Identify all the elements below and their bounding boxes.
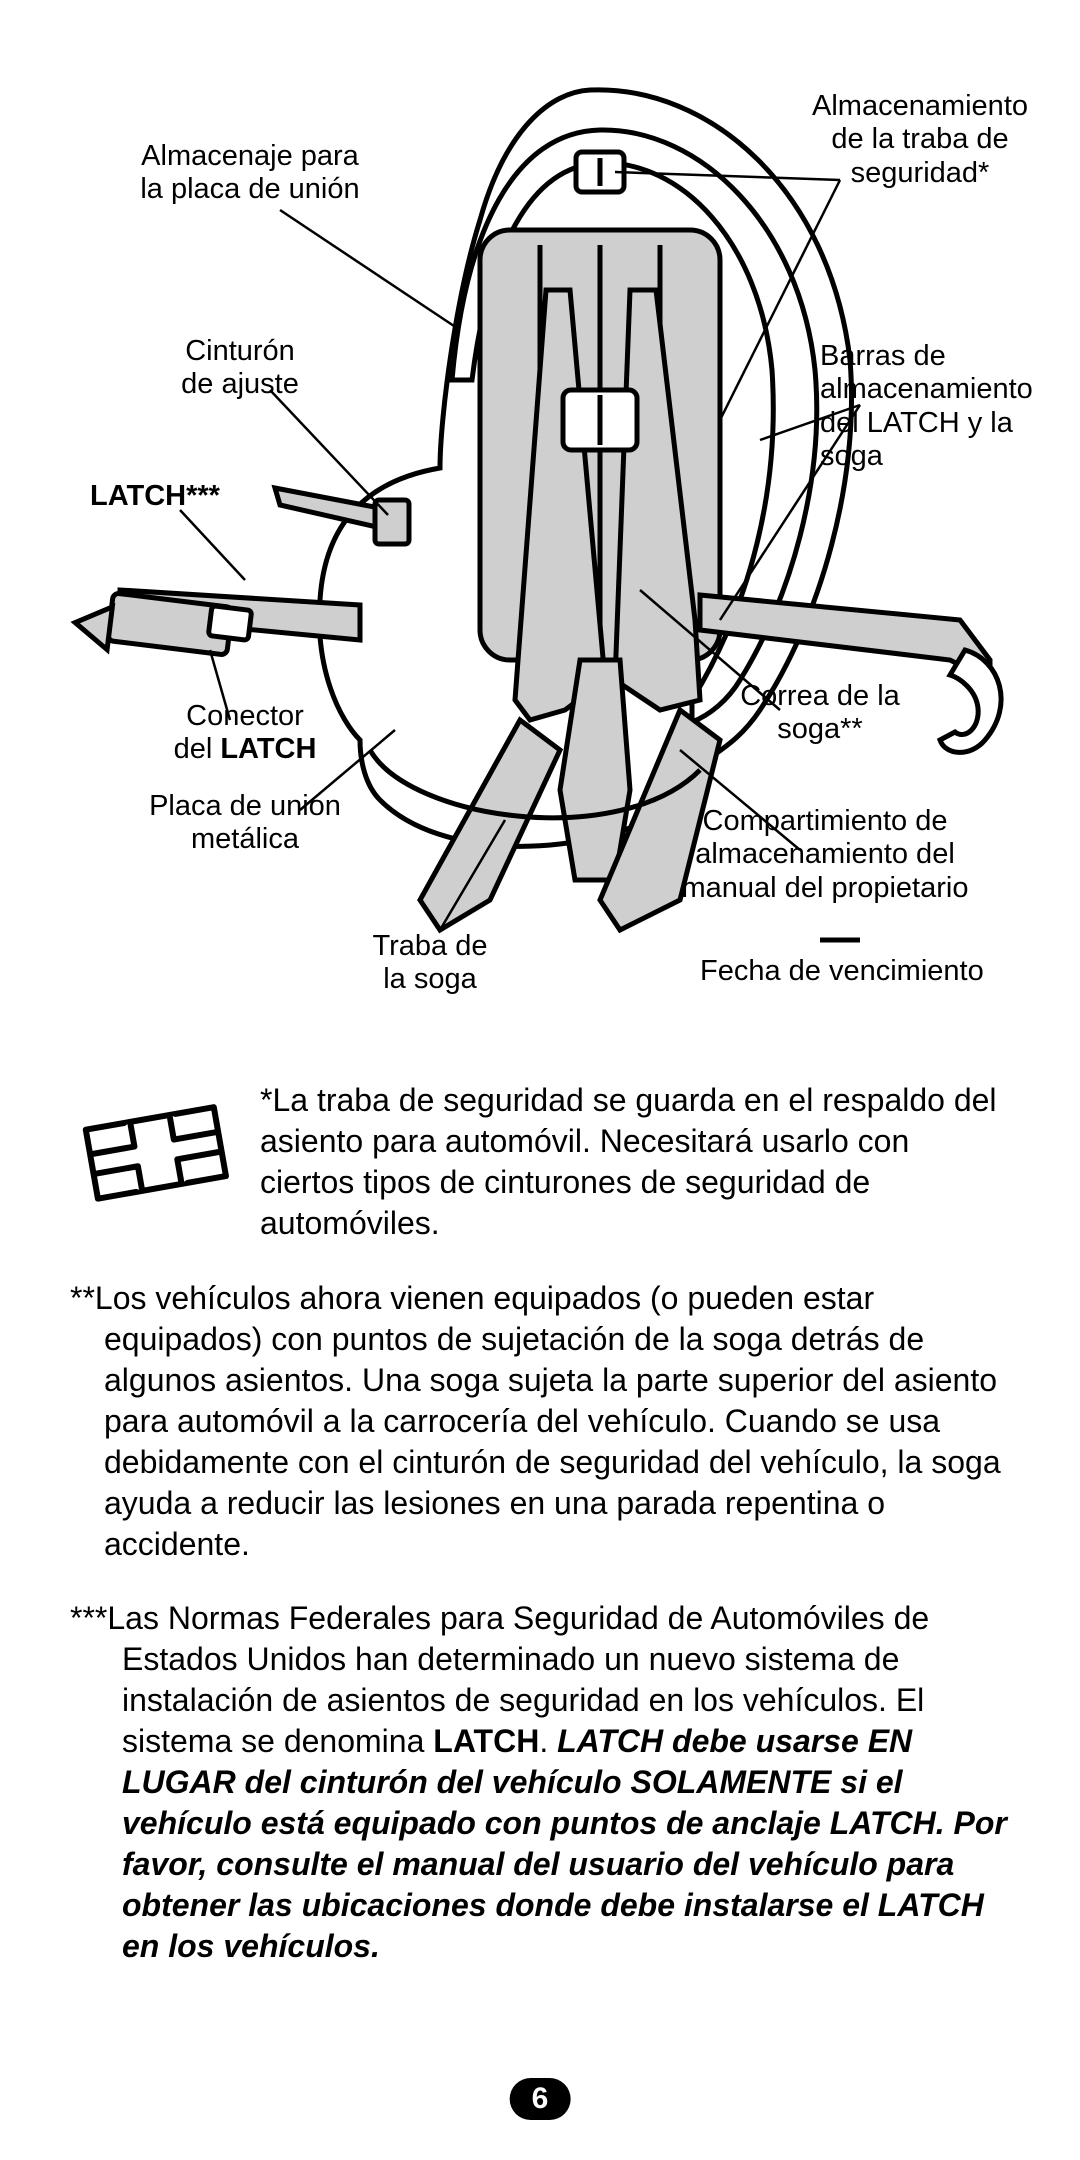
label-cinturon-ajuste: Cinturónde ajuste xyxy=(165,335,315,402)
note-3: ***Las Normas Federales para Seguridad d… xyxy=(70,1598,1010,1967)
note-3d: LATCH debe usarse EN LUGAR del cinturón … xyxy=(122,1723,1007,1964)
label-traba-soga: Traba dela soga xyxy=(350,930,510,997)
seat-diagram-svg xyxy=(60,60,1020,1060)
label-compartimiento: Compartimiento dealmacenamiento delmanua… xyxy=(660,805,990,905)
label-almacenaje-placa: Almacenaje parala placa de unión xyxy=(120,140,380,207)
page-number-value: 6 xyxy=(510,2078,571,2120)
label-placa-union: Placa de uniónmetálica xyxy=(130,790,360,857)
note-2-span: **Los vehículos ahora vienen equipados (… xyxy=(70,1278,1010,1565)
note-1: *La traba de seguridad se guarda en el r… xyxy=(70,1080,1010,1244)
label-alm-traba-seg: Almacenamientode la traba deseguridad* xyxy=(800,90,1040,190)
notes: *La traba de seguridad se guarda en el r… xyxy=(60,1080,1020,1967)
locking-clip-icon xyxy=(70,1080,260,1244)
label-latch: LATCH*** xyxy=(90,480,250,513)
chest-clip xyxy=(563,390,637,450)
latch-strap-left xyxy=(72,590,360,655)
diagram: Almacenaje parala placa de unión Almacen… xyxy=(60,60,1020,1060)
label-barras-latch: Barras dealmacenamientodel LATCH y lasog… xyxy=(820,340,1040,473)
note-3b: LATCH xyxy=(433,1723,539,1759)
label-correa-soga: Correa de lasoga** xyxy=(720,680,920,747)
page-number: 6 xyxy=(510,2078,571,2120)
label-conector-latch-a: Conector xyxy=(186,700,304,732)
label-conector-latch: Conector del LATCH xyxy=(155,700,335,767)
label-conector-latch-c: LATCH xyxy=(220,733,316,765)
note-3c: . xyxy=(539,1723,557,1759)
label-fecha: Fecha de vencimiento xyxy=(700,955,1020,988)
note-3-text: ***Las Normas Federales para Seguridad d… xyxy=(70,1598,1010,1967)
page: Almacenaje parala placa de unión Almacen… xyxy=(0,0,1080,2160)
label-conector-latch-b: del xyxy=(174,733,221,765)
note-1-text: *La traba de seguridad se guarda en el r… xyxy=(260,1080,1010,1244)
note-2: **Los vehículos ahora vienen equipados (… xyxy=(70,1278,1010,1565)
note-2-text: **Los vehículos ahora vienen equipados (… xyxy=(70,1278,1010,1565)
